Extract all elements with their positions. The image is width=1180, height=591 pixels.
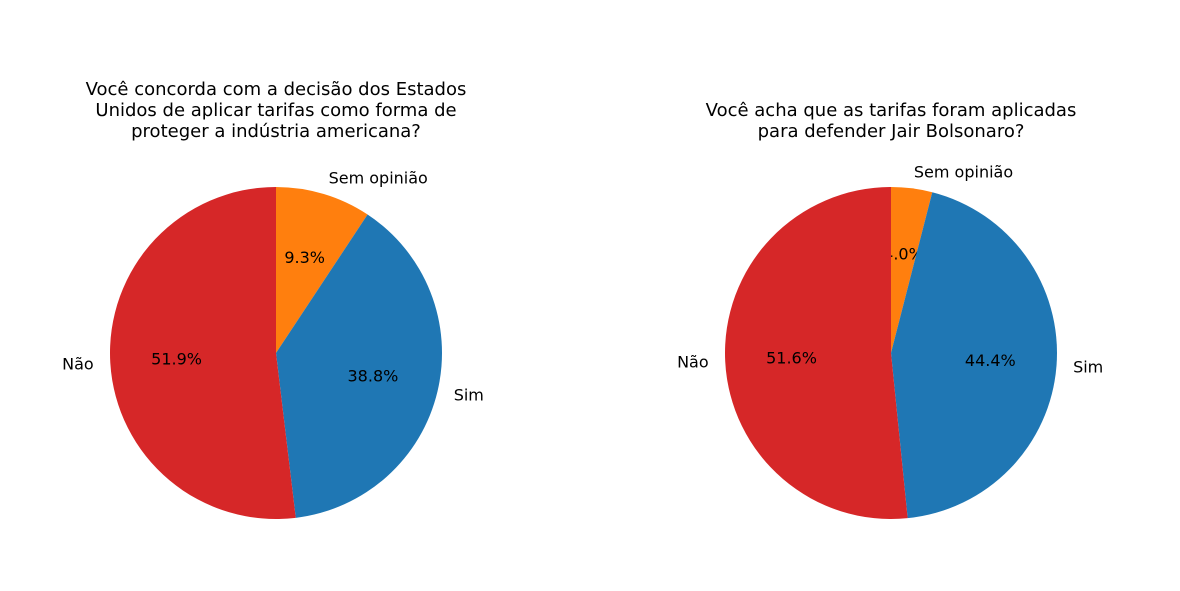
chart-title-line: Unidos de aplicar tarifas como forma de: [95, 100, 456, 121]
slice-percent-label: 51.6%: [766, 349, 817, 368]
slice-category-label: Sim: [454, 386, 484, 405]
slice-percent-label: 9.3%: [284, 248, 325, 267]
chart-title-line: Você acha que as tarifas foram aplicadas: [706, 100, 1077, 121]
pie-slice: [276, 214, 442, 518]
slice-percent-label: 44.4%: [965, 351, 1016, 370]
pie-chart-1: Você concorda com a decisão dos EstadosU…: [62, 79, 484, 519]
slice-category-label: Não: [677, 353, 709, 372]
slice-category-label: Sem opinião: [914, 162, 1013, 181]
pie-chart-2: Você acha que as tarifas foram aplicadas…: [677, 100, 1103, 519]
slice-category-label: Não: [62, 354, 94, 373]
pie-slice: [276, 187, 368, 353]
slice-percent-label: 38.8%: [348, 366, 399, 385]
slice-percent-label: 51.9%: [151, 349, 202, 368]
pie-slice: [891, 192, 1057, 519]
pie-slice: [724, 187, 908, 519]
chart-title-line: para defender Jair Bolsonaro?: [758, 121, 1025, 142]
pie-slice: [891, 187, 933, 353]
chart-title-line: Você concorda com a decisão dos Estados: [86, 79, 467, 100]
pie-slice: [110, 187, 296, 519]
chart-title-line: proteger a indústria americana?: [131, 121, 421, 142]
slice-category-label: Sim: [1073, 357, 1103, 376]
slice-category-label: Sem opinião: [329, 169, 428, 188]
slice-percent-label: 4.0%: [883, 245, 924, 264]
